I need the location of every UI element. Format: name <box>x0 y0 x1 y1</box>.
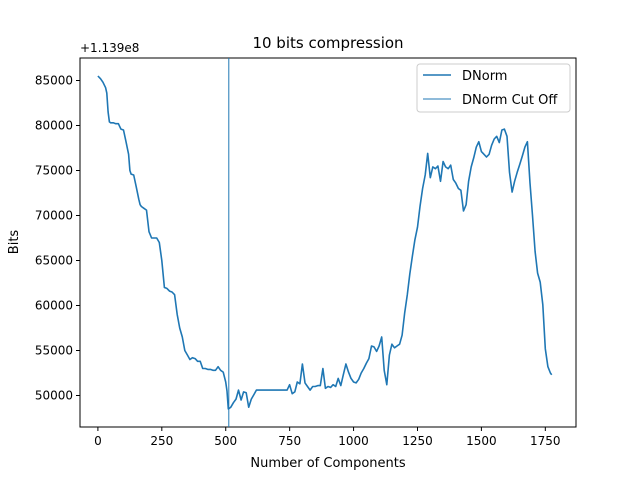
y-tick-label: 85000 <box>35 74 73 88</box>
y-tick-label: 70000 <box>35 209 73 223</box>
x-tick-label: 1750 <box>530 434 561 448</box>
plot-area: 0 250 500 750 1000 1250 1500 1750 50000 55000 600… <box>35 57 577 448</box>
y-tick-label: 80000 <box>35 119 73 133</box>
y-tick-label: 65000 <box>35 254 73 268</box>
x-tick-label: 750 <box>278 434 301 448</box>
y-tick-label: 60000 <box>35 299 73 313</box>
y-axis-ticks: 50000 55000 60000 65000 70000 75000 80000 85000 <box>35 74 80 403</box>
legend-box <box>416 63 571 113</box>
y-offset-label: +1.139e8 <box>80 41 139 55</box>
legend-label-dnorm: DNorm <box>462 69 507 84</box>
x-tick-label: 0 <box>94 434 102 448</box>
x-axis-ticks: 0 250 500 750 1000 1250 1500 1750 <box>94 427 561 448</box>
y-tick-label: 75000 <box>35 164 73 178</box>
y-axis-label: Bits <box>7 230 22 255</box>
legend: DNorm DNorm Cut Off <box>416 63 571 113</box>
x-tick-label: 1500 <box>466 434 497 448</box>
x-axis-label: Number of Components <box>250 456 405 471</box>
y-tick-label: 50000 <box>35 389 73 403</box>
x-tick-label: 1000 <box>338 434 369 448</box>
chart-title: 10 bits compression <box>252 34 403 52</box>
dnorm-series-line <box>97 75 553 410</box>
x-tick-label: 1250 <box>402 434 433 448</box>
axes-frame <box>79 57 577 428</box>
legend-label-cutoff: DNorm Cut Off <box>462 93 558 108</box>
x-tick-label: 250 <box>150 434 173 448</box>
y-tick-label: 55000 <box>35 344 73 358</box>
x-tick-label: 500 <box>214 434 237 448</box>
